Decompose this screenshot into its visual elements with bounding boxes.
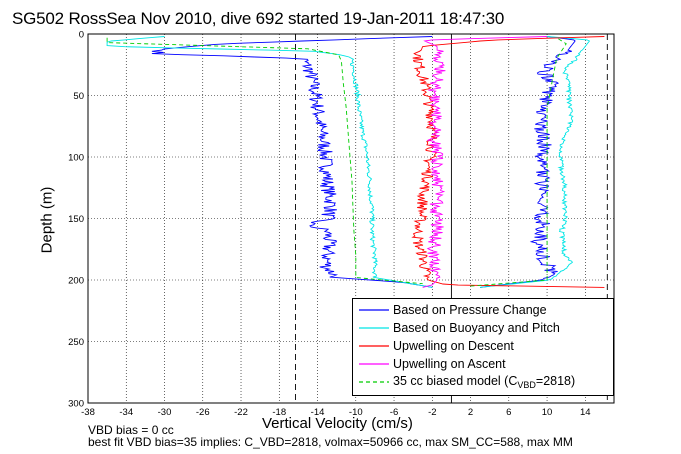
legend-item-upwelling-ascent: Upwelling on Ascent — [359, 355, 506, 372]
legend-label-upwelling-descent: Upwelling on Descent — [393, 338, 514, 353]
legend-swatch-pressure — [359, 308, 389, 311]
y-tick-label: 250 — [68, 337, 84, 348]
y-tick-label: 150 — [68, 214, 84, 225]
x-tick-label: -34 — [119, 407, 133, 418]
x-tick-label: 10 — [542, 407, 553, 418]
series-3 — [422, 36, 548, 288]
x-axis-label: Vertical Velocity (cm/s) — [262, 415, 413, 432]
series-0 — [151, 36, 576, 288]
y-tick-label: 200 — [68, 276, 84, 287]
legend-item-model: 35 cc biased model (CVBD=2818) — [359, 373, 575, 390]
series-line — [411, 36, 605, 288]
x-tick-label: -10 — [349, 407, 363, 418]
series-line-ascent — [480, 36, 576, 288]
x-tick-label: -18 — [272, 407, 286, 418]
series-2 — [411, 36, 605, 288]
series-line-ascent — [480, 36, 591, 288]
legend-item-buoyancy: Based on Buoyancy and Pitch — [359, 319, 560, 336]
x-tick-label: -30 — [158, 407, 172, 418]
series-line-descent — [106, 37, 423, 285]
chart-title: SG502 RossSea Nov 2010, dive 692 started… — [12, 9, 505, 28]
x-tick-label: 6 — [506, 407, 511, 418]
x-tick-label: -6 — [390, 407, 398, 418]
series-group — [106, 36, 605, 288]
legend-label-upwelling-ascent: Upwelling on Ascent — [393, 356, 506, 371]
legend-swatch-model — [359, 380, 389, 383]
y-axis-label: Depth (m) — [38, 186, 56, 254]
legend-label-model: 35 cc biased model (CVBD=2818) — [393, 373, 576, 390]
legend-label-pressure: Based on Pressure Change — [393, 302, 547, 317]
legend: Based on Pressure Change Based on Buoyan… — [352, 298, 614, 396]
legend-swatch-upwelling-ascent — [359, 362, 389, 365]
legend-swatch-upwelling-descent — [359, 344, 389, 347]
y-tick-label: 300 — [68, 399, 84, 410]
series-line-descent — [151, 36, 433, 288]
x-tick-label: -38 — [81, 407, 95, 418]
plot-area-frame — [87, 33, 615, 404]
x-tick-label: -2 — [428, 407, 436, 418]
x-tick-label: 14 — [580, 407, 591, 418]
y-tick-label: 50 — [73, 91, 84, 102]
x-tick-label: -14 — [311, 407, 325, 418]
y-tick-label: 0 — [79, 30, 84, 41]
series-line-ascent — [470, 37, 567, 287]
legend-swatch-buoyancy — [359, 326, 389, 329]
legend-item-upwelling-descent: Upwelling on Descent — [359, 337, 514, 354]
x-tick-label: -22 — [234, 407, 248, 418]
x-tick-label: -26 — [196, 407, 210, 418]
series-line-descent — [106, 36, 433, 288]
series-line — [422, 36, 548, 288]
vbd-bias-note: VBD bias = 0 cc — [88, 423, 174, 437]
x-tick-label: 2 — [468, 407, 473, 418]
series-4 — [106, 37, 567, 287]
series-1 — [106, 36, 591, 288]
best-fit-note: best fit VBD bias=35 implies: C_VBD=2818… — [88, 435, 573, 449]
axis-ticks: -38 -34 -30 -26 -22 -18 -14 -10 -6 -2 2 6 10 14050100… — [68, 30, 590, 419]
legend-item-pressure: Based on Pressure Change — [359, 301, 547, 318]
y-tick-label: 100 — [68, 153, 84, 164]
legend-label-buoyancy: Based on Buoyancy and Pitch — [393, 320, 560, 335]
